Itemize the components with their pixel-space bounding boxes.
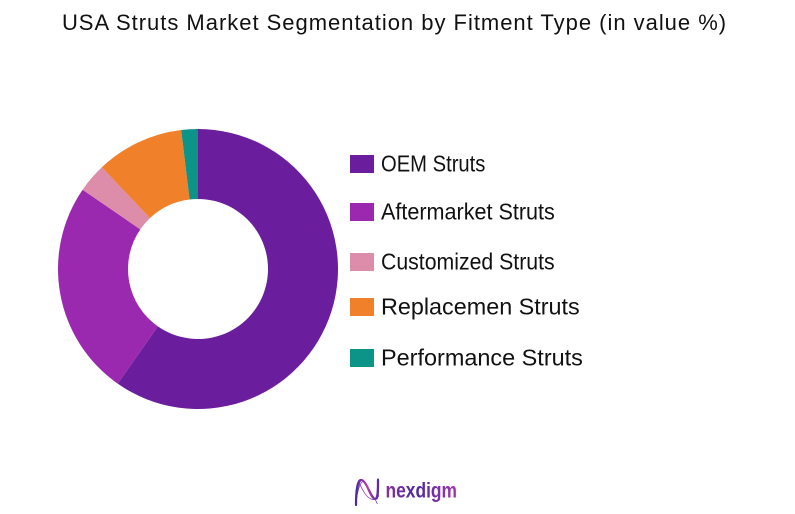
svg-text:nexdigm: nexdigm bbox=[386, 479, 458, 502]
